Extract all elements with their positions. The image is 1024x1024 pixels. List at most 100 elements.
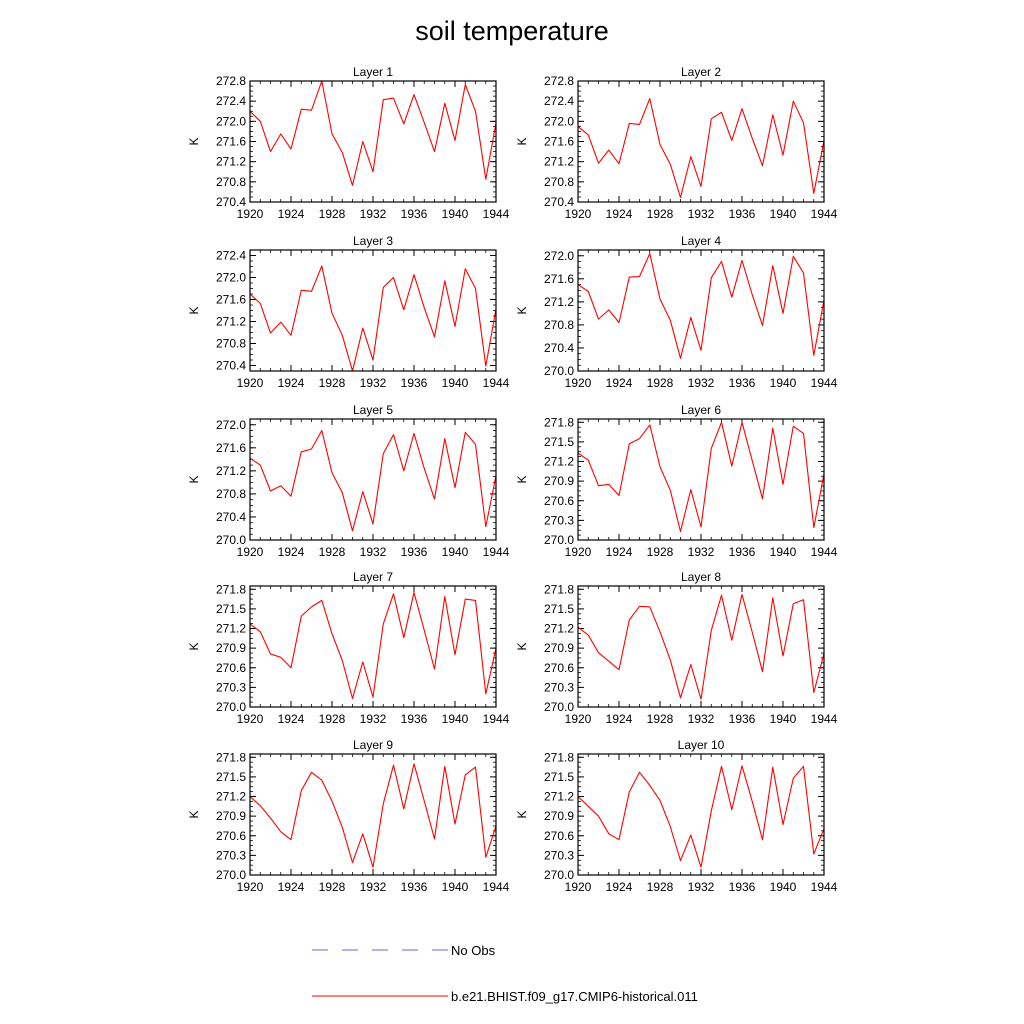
y-tick-label: 272.0 xyxy=(216,271,246,285)
x-tick-label: 1944 xyxy=(483,207,510,221)
x-tick-label: 1924 xyxy=(606,545,633,559)
x-tick-label: 1928 xyxy=(319,545,346,559)
panel-title: Layer 1 xyxy=(353,65,393,79)
x-tick-label: 1924 xyxy=(606,880,633,894)
y-tick-label: 270.4 xyxy=(216,195,246,209)
y-tick-label: 271.8 xyxy=(544,582,574,596)
y-axis-label: K xyxy=(187,810,201,818)
y-tick-label: 270.9 xyxy=(544,641,574,655)
x-tick-label: 1936 xyxy=(729,880,756,894)
y-tick-label: 271.6 xyxy=(216,293,246,307)
legend: No Obs b.e21.BHIST.f09_g17.CMIP6-histori… xyxy=(312,943,698,1004)
y-tick-label: 270.9 xyxy=(544,809,574,823)
x-tick-label: 1944 xyxy=(811,880,838,894)
y-tick-label: 272.8 xyxy=(216,74,246,88)
y-tick-label: 271.8 xyxy=(544,750,574,764)
panel-layer-1: Layer 1 K 1920 1924 1928 1932 1936 1940 1944 270.… xyxy=(187,65,510,221)
y-tick-label: 270.0 xyxy=(216,533,246,547)
panel-layer-6: Layer 6 K 1920 1924 1928 1932 1936 1940 1944 270.… xyxy=(515,403,838,559)
plot-frame xyxy=(249,753,497,876)
series-line-layer-4 xyxy=(577,252,825,359)
y-tick-label: 271.5 xyxy=(216,602,246,616)
y-tick-label: 270.3 xyxy=(544,680,574,694)
y-tick-label: 271.2 xyxy=(216,155,246,169)
x-tick-label: 1920 xyxy=(237,880,264,894)
y-tick-label: 271.6 xyxy=(544,272,574,286)
panel-title: Layer 3 xyxy=(353,234,393,248)
panel-layer-8: Layer 8 K 1920 1924 1928 1932 1936 1940 1944 270.… xyxy=(515,570,838,726)
y-tick-label: 270.3 xyxy=(544,848,574,862)
panel-layer-4: Layer 4 K 1920 1924 1928 1932 1936 1940 1944 270.… xyxy=(515,234,838,390)
y-tick-label: 271.2 xyxy=(216,315,246,329)
y-tick-label: 272.4 xyxy=(544,94,574,108)
y-axis-label: K xyxy=(187,306,201,314)
x-tick-label: 1924 xyxy=(278,207,305,221)
y-axis-label: K xyxy=(187,475,201,483)
y-tick-label: 272.0 xyxy=(544,249,574,263)
x-tick-label: 1920 xyxy=(565,880,592,894)
plot-frame xyxy=(249,585,497,708)
x-tick-label: 1940 xyxy=(442,207,469,221)
y-tick-label: 270.0 xyxy=(544,700,574,714)
x-tick-label: 1936 xyxy=(401,545,428,559)
x-tick-label: 1944 xyxy=(483,880,510,894)
y-tick-label: 272.4 xyxy=(216,249,246,263)
x-tick-label: 1940 xyxy=(442,880,469,894)
plot-frame xyxy=(249,80,497,203)
plot-frame xyxy=(577,753,825,876)
y-tick-label: 270.6 xyxy=(544,494,574,508)
y-tick-label: 270.8 xyxy=(216,337,246,351)
x-tick-label: 1920 xyxy=(565,207,592,221)
y-tick-label: 270.0 xyxy=(216,868,246,882)
series-line-layer-8 xyxy=(577,593,825,700)
panel-layer-3: Layer 3 K 1920 1924 1928 1932 1936 1940 1944 270.… xyxy=(187,234,510,390)
plot-frame xyxy=(577,249,825,372)
x-tick-label: 1924 xyxy=(606,712,633,726)
x-tick-label: 1936 xyxy=(401,207,428,221)
y-axis-label: K xyxy=(187,137,201,145)
x-tick-label: 1940 xyxy=(770,880,797,894)
x-tick-label: 1932 xyxy=(688,376,715,390)
series-line-layer-9 xyxy=(249,763,497,868)
legend-no-obs-label: No Obs xyxy=(451,943,496,958)
x-tick-label: 1920 xyxy=(237,712,264,726)
x-tick-label: 1936 xyxy=(401,880,428,894)
y-tick-label: 270.0 xyxy=(544,364,574,378)
x-tick-label: 1944 xyxy=(811,376,838,390)
panel-title: Layer 8 xyxy=(681,570,721,584)
x-tick-label: 1936 xyxy=(401,376,428,390)
x-tick-label: 1928 xyxy=(647,880,674,894)
y-tick-label: 270.6 xyxy=(544,829,574,843)
x-tick-label: 1920 xyxy=(565,712,592,726)
y-tick-label: 270.6 xyxy=(216,661,246,675)
y-axis-label: K xyxy=(515,306,529,314)
y-tick-label: 271.8 xyxy=(216,750,246,764)
y-tick-label: 272.4 xyxy=(216,94,246,108)
panel-layer-2: Layer 2 K 1920 1924 1928 1932 1936 1940 1944 270.… xyxy=(515,65,838,221)
x-tick-label: 1924 xyxy=(278,545,305,559)
x-tick-label: 1928 xyxy=(319,376,346,390)
y-tick-label: 270.6 xyxy=(216,829,246,843)
y-tick-label: 270.3 xyxy=(544,513,574,527)
x-tick-label: 1944 xyxy=(811,207,838,221)
y-tick-label: 271.2 xyxy=(216,622,246,636)
panel-title: Layer 4 xyxy=(681,234,721,248)
x-tick-label: 1932 xyxy=(360,880,387,894)
x-tick-label: 1928 xyxy=(319,880,346,894)
y-tick-label: 270.4 xyxy=(544,341,574,355)
y-tick-label: 272.0 xyxy=(216,418,246,432)
series-line-layer-7 xyxy=(249,591,497,700)
plot-frame xyxy=(577,418,825,541)
panel-title: Layer 5 xyxy=(353,403,393,417)
x-tick-label: 1932 xyxy=(688,545,715,559)
panel-title: Layer 2 xyxy=(681,65,721,79)
panel-layer-10: Layer 10 K 1920 1924 1928 1932 1936 1940 1944 270… xyxy=(515,738,838,894)
x-tick-label: 1940 xyxy=(442,376,469,390)
y-tick-label: 270.9 xyxy=(544,474,574,488)
y-tick-label: 270.4 xyxy=(216,359,246,373)
x-tick-label: 1928 xyxy=(319,712,346,726)
x-tick-label: 1924 xyxy=(278,376,305,390)
y-tick-label: 270.0 xyxy=(544,533,574,547)
series-line-layer-5 xyxy=(249,429,497,532)
panel-layer-5: Layer 5 K 1920 1924 1928 1932 1936 1940 1944 270.… xyxy=(187,403,510,559)
